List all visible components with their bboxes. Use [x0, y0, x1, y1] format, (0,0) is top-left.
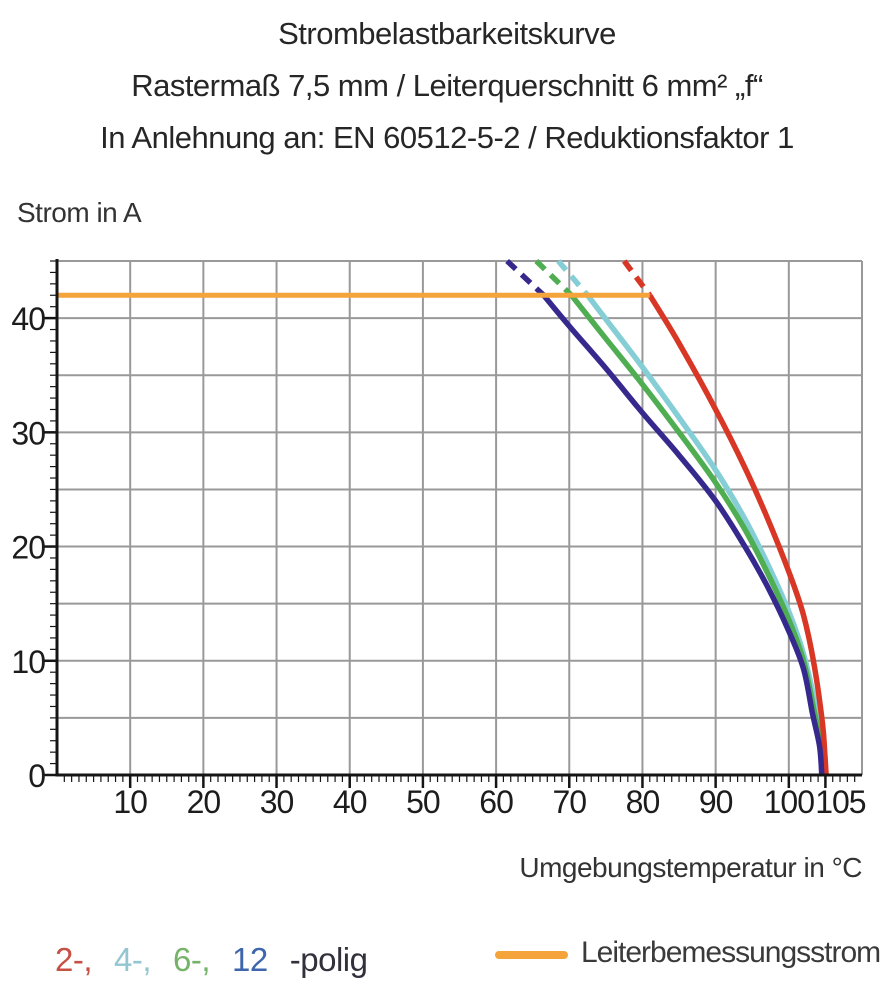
- curve-2-polig: [647, 293, 829, 776]
- curves: [505, 258, 829, 776]
- x-axis-title: Umgebungstemperatur in °C: [519, 852, 862, 883]
- x-tick-label-10: 10: [113, 784, 147, 820]
- axis-ticks: [44, 260, 856, 788]
- y-tick-label-20: 20: [11, 530, 45, 566]
- legend-item-4polig: 4-,: [114, 941, 152, 978]
- y-tick-label-0: 0: [28, 758, 45, 794]
- legend-item-2polig: 2-,: [55, 941, 93, 978]
- x-tick-label-80: 80: [626, 784, 660, 820]
- x-tick-label-60: 60: [479, 784, 513, 820]
- x-tick-label-50: 50: [406, 784, 440, 820]
- y-tick-label-40: 40: [11, 301, 45, 337]
- legend-item-12polig: 12: [232, 941, 268, 978]
- x-tick-label-30: 30: [260, 784, 294, 820]
- x-tick-label-70: 70: [552, 784, 586, 820]
- x-tick-label-105: 105: [815, 784, 866, 820]
- x-tick-label-90: 90: [699, 784, 733, 820]
- curve-6-polig: [569, 293, 826, 776]
- tick-labels: 10 20 30 40 50 60 70 80 90 100 105 0 10 20 30 40: [11, 301, 866, 820]
- gridlines: [57, 260, 863, 775]
- rated-current-legend: Leiterbemessungsstrom: [495, 936, 881, 970]
- legend-poles-suffix: -polig: [289, 941, 368, 978]
- x-tick-label-40: 40: [333, 784, 367, 820]
- y-tick-label-30: 30: [11, 415, 45, 451]
- chart-title-line1: Strombelastbarkeitskurve: [278, 16, 616, 51]
- curve-12-polig: [541, 293, 825, 776]
- axes-spines: [55, 259, 862, 777]
- y-axis-title: Strom in A: [17, 197, 142, 228]
- chart-title-line2: Rastermaß 7,5 mm / Leiterquerschnitt 6 m…: [131, 68, 763, 103]
- x-tick-label-20: 20: [187, 784, 221, 820]
- chart-title-line3: In Anlehnung an: EN 60512-5-2 / Reduktio…: [100, 120, 794, 155]
- y-tick-label-10: 10: [11, 644, 45, 680]
- curve-dashed-2-polig: [621, 259, 652, 297]
- legend-item-6polig: 6-,: [173, 941, 211, 978]
- rated-current-label: Leiterbemessungsstrom: [581, 936, 881, 969]
- curve-dashed-4-polig: [556, 259, 590, 298]
- chart-title: Strombelastbarkeitskurve Rastermaß 7,5 m…: [0, 8, 894, 164]
- poles-legend: 2-, 4-, 6-, 12 -polig: [55, 941, 368, 979]
- rated-current-line-swatch: [495, 951, 568, 959]
- x-tick-label-100: 100: [764, 784, 815, 820]
